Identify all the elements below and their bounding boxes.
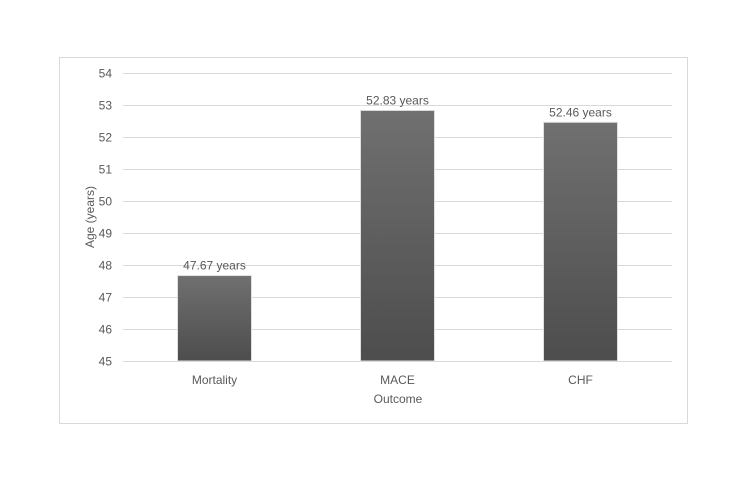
y-tick-label: 52 [99, 131, 113, 145]
y-tick-label: 47 [99, 291, 113, 305]
x-tick-label: Mortality [192, 373, 237, 387]
y-tick-label: 51 [99, 163, 113, 177]
bar-chf [543, 121, 618, 362]
x-axis-tick-labels: Mortality MACE CHF [192, 373, 593, 387]
y-tick-label: 46 [99, 323, 113, 337]
y-axis-tick-labels: 45 46 47 48 49 50 51 52 53 54 [99, 67, 113, 369]
y-tick-label: 50 [99, 195, 113, 209]
bar-mace [360, 109, 435, 362]
bars [177, 109, 618, 362]
y-tick-label: 45 [99, 355, 113, 369]
y-axis-title: Age (years) [83, 186, 97, 248]
x-tick-label: CHF [568, 373, 593, 387]
bar-mortality [177, 275, 252, 362]
y-tick-label: 53 [99, 99, 113, 113]
data-label: 52.46 years [549, 105, 612, 119]
x-axis-title: Outcome [374, 392, 423, 406]
y-tick-label: 49 [99, 227, 113, 241]
data-label: 52.83 years [366, 93, 429, 107]
y-tick-label: 48 [99, 259, 113, 273]
data-label: 47.67 years [183, 259, 246, 273]
x-tick-label: MACE [380, 373, 415, 387]
y-tick-label: 54 [99, 67, 113, 81]
data-labels: 47.67 years 52.83 years 52.46 years [183, 93, 612, 272]
